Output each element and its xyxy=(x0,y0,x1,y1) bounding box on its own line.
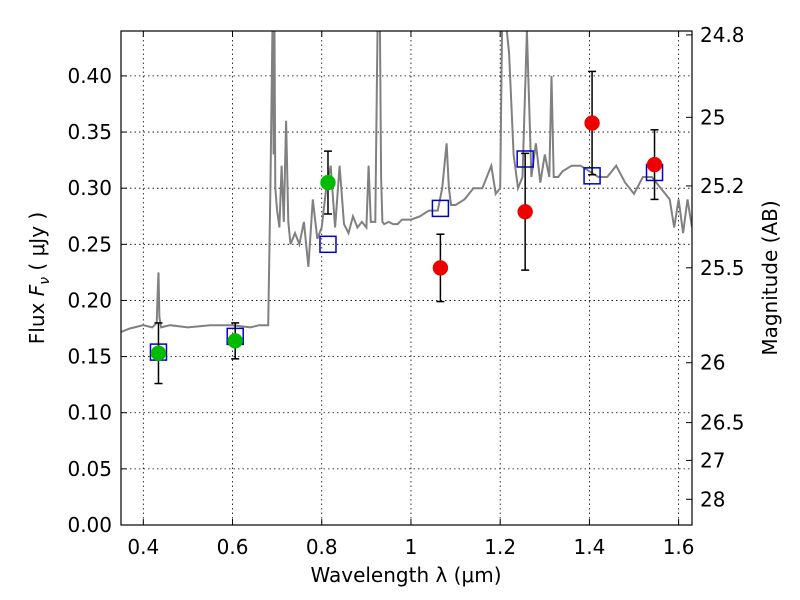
x-tick-label: 0.4 xyxy=(127,535,159,559)
y-tick-label: 0.30 xyxy=(67,176,112,200)
x-tick-label: 1.6 xyxy=(663,535,695,559)
green-data-point xyxy=(320,174,336,191)
x-tick-label: 1 xyxy=(405,535,418,559)
y-tick-label: 0.10 xyxy=(67,401,112,425)
mag-tick-label: 26.5 xyxy=(700,411,745,435)
green-data-point xyxy=(227,333,243,349)
mag-tick-label: 26 xyxy=(700,351,725,375)
model-square-marker xyxy=(431,199,450,218)
y-tick-label: 0.20 xyxy=(67,288,112,312)
green-data-point xyxy=(150,345,167,361)
y-axis-label-suffix: ( μJy ) xyxy=(25,212,49,277)
y-tick-label: 0.00 xyxy=(67,513,112,537)
x-tick-label: 1.4 xyxy=(573,535,605,559)
mag-tick-label: 28 xyxy=(700,487,725,511)
y2-axis-label: Magnitude (AB) xyxy=(758,200,782,355)
x-axis-label: Wavelength λ (μm) xyxy=(310,563,501,587)
spectrum-line xyxy=(121,31,692,333)
mag-tick-label: 25 xyxy=(700,105,725,129)
axis-ticks: 0.4 0.6 0.8 1 1.2 1.4 1.6 0.00 0.05 0.10 0.15 0.20 0… xyxy=(67,23,744,559)
x-tick-label: 0.6 xyxy=(217,535,249,559)
red-data-point xyxy=(584,115,600,131)
y-axis-label-prefix: Flux xyxy=(25,296,49,344)
mag-tick-label: 27 xyxy=(700,448,725,472)
red-data-point xyxy=(432,260,449,276)
y-tick-label: 0.40 xyxy=(67,64,112,88)
mag-tick-label: 24.8 xyxy=(700,23,745,47)
plot-area xyxy=(121,31,692,385)
y-tick-label: 0.05 xyxy=(67,457,112,481)
y-tick-label: 0.25 xyxy=(67,232,112,256)
mag-tick-label: 25.5 xyxy=(700,256,745,280)
red-data-point xyxy=(646,156,663,173)
y-tick-label: 0.15 xyxy=(67,345,112,369)
y-tick-label: 0.35 xyxy=(67,120,112,144)
mag-tick-label: 25.2 xyxy=(700,174,745,198)
x-tick-label: 0.8 xyxy=(306,535,338,559)
model-square-marker xyxy=(319,235,337,254)
y-axis-label-subscript: ν xyxy=(37,277,53,285)
red-data-point xyxy=(517,204,533,220)
x-tick-label: 1.2 xyxy=(484,535,516,559)
plot-frame xyxy=(120,30,693,526)
y-axis-label: Flux Fν ( μJy ) xyxy=(25,212,53,344)
y-axis-label-symbol: F xyxy=(25,284,49,296)
